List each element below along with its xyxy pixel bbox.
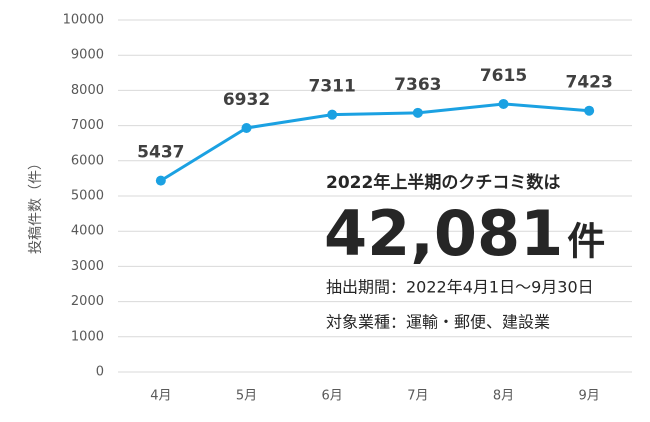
data-label: 7311 [309, 77, 356, 97]
x-tick-label: 4月 [150, 389, 171, 404]
y-tick-label: 2000 [71, 294, 104, 309]
y-tick-label: 5000 [71, 189, 104, 204]
x-tick-label: 7月 [407, 389, 428, 404]
y-tick-label: 10000 [63, 13, 104, 28]
y-tick-label: 6000 [71, 153, 104, 168]
y-tick-label: 0 [96, 365, 104, 380]
y-tick-label: 7000 [71, 118, 104, 133]
annotation-total: 42,081 [324, 197, 563, 270]
x-tick-label: 5月 [236, 389, 257, 404]
x-tick-label: 9月 [579, 389, 600, 404]
y-axis-label: 投稿件数（件） [28, 156, 44, 254]
annotation-period: 抽出期間：2022年4月1日～9月30日 [326, 278, 594, 297]
y-tick-label: 8000 [71, 83, 104, 98]
marker [327, 109, 338, 120]
y-tick-label: 9000 [71, 48, 104, 63]
marker [584, 105, 595, 116]
annotation-heading: 2022年上半期のクチコミ数は [326, 172, 560, 193]
annotation-industry: 対象業種：運輸・郵便、建設業 [326, 313, 550, 332]
x-tick-label: 6月 [322, 389, 343, 404]
data-label: 7363 [394, 75, 441, 95]
line [160, 102, 590, 182]
marker [155, 175, 166, 186]
marker [412, 107, 423, 118]
marker [498, 98, 509, 109]
y-tick-label: 1000 [71, 329, 104, 344]
y-tick-label: 4000 [71, 224, 104, 239]
annotation-unit: 件 [567, 220, 605, 264]
x-tick-label: 8月 [493, 389, 514, 404]
data-label: 5437 [137, 143, 184, 163]
data-label: 6932 [223, 90, 270, 110]
marker [241, 122, 252, 133]
data-label: 7423 [566, 73, 613, 93]
data-label: 7615 [480, 66, 527, 86]
y-tick-label: 3000 [71, 259, 104, 274]
